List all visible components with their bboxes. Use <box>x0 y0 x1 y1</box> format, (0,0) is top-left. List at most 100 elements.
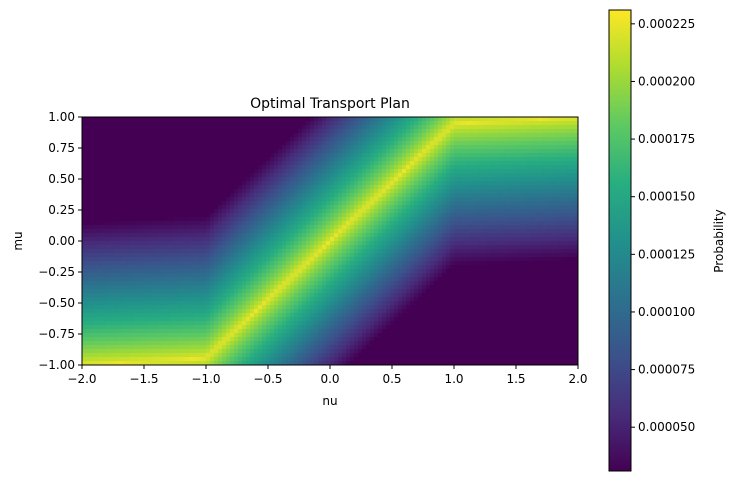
heatmap-cell <box>486 213 491 218</box>
heatmap-cell <box>438 157 443 162</box>
heatmap-cell <box>562 141 567 146</box>
heatmap-cell <box>206 173 211 178</box>
heatmap-cell <box>234 177 239 182</box>
heatmap-cell <box>226 273 231 278</box>
heatmap-cell <box>190 265 195 270</box>
heatmap-cell <box>218 161 223 166</box>
heatmap-cell <box>502 189 507 194</box>
heatmap-cell <box>158 193 163 198</box>
heatmap-cell <box>150 201 155 206</box>
heatmap-cell <box>318 265 323 270</box>
heatmap-cell <box>138 257 143 262</box>
heatmap-cell <box>234 237 239 242</box>
heatmap-cell <box>146 241 151 246</box>
heatmap-cell <box>286 117 291 122</box>
heatmap-cell <box>238 161 243 166</box>
heatmap-cell <box>126 173 131 178</box>
heatmap-cell <box>126 121 131 126</box>
heatmap-cell <box>366 205 371 210</box>
heatmap-cell <box>98 181 103 186</box>
heatmap-cell <box>438 201 443 206</box>
heatmap-cell <box>454 201 459 206</box>
heatmap-cell <box>414 229 419 234</box>
heatmap-cell <box>450 249 455 254</box>
heatmap-cell <box>122 173 127 178</box>
heatmap-cell <box>498 269 503 274</box>
heatmap-cell <box>550 265 555 270</box>
heatmap-cell <box>402 125 407 130</box>
heatmap-cell <box>250 261 255 266</box>
heatmap-cell <box>110 173 115 178</box>
heatmap-cell <box>374 221 379 226</box>
heatmap-cell <box>394 145 399 150</box>
heatmap-cell <box>82 149 87 154</box>
heatmap-cell <box>130 169 135 174</box>
heatmap-cell <box>558 257 563 262</box>
heatmap-cell <box>266 233 271 238</box>
heatmap-cell <box>522 189 527 194</box>
heatmap-cell <box>318 169 323 174</box>
heatmap-cell <box>354 237 359 242</box>
heatmap-cell <box>130 273 135 278</box>
heatmap-cell <box>86 277 91 282</box>
heatmap-cell <box>530 173 535 178</box>
heatmap-cell <box>570 149 575 154</box>
heatmap-cell <box>254 197 259 202</box>
heatmap-cell <box>242 161 247 166</box>
heatmap-cell <box>210 257 215 262</box>
heatmap-cell <box>114 261 119 266</box>
heatmap-cell <box>334 257 339 262</box>
heatmap-cell <box>226 177 231 182</box>
heatmap-cell <box>446 241 451 246</box>
heatmap-cell <box>186 137 191 142</box>
heatmap-cell <box>246 149 251 154</box>
heatmap-cell <box>374 273 379 278</box>
heatmap-cell <box>450 273 455 278</box>
heatmap-cell <box>562 133 567 138</box>
heatmap-cell <box>306 269 311 274</box>
heatmap-cell <box>150 189 155 194</box>
heatmap-cell <box>174 185 179 190</box>
heatmap-cell <box>194 169 199 174</box>
heatmap-cell <box>438 261 443 266</box>
heatmap-cell <box>166 169 171 174</box>
heatmap-cell <box>118 165 123 170</box>
heatmap-cell <box>182 149 187 154</box>
heatmap-cell <box>394 213 399 218</box>
heatmap-cell <box>178 193 183 198</box>
heatmap-cell <box>522 141 527 146</box>
heatmap-cell <box>94 237 99 242</box>
heatmap-cell <box>222 269 227 274</box>
heatmap-cell <box>466 193 471 198</box>
heatmap-cell <box>502 133 507 138</box>
heatmap-cell <box>386 165 391 170</box>
heatmap-cell <box>402 121 407 126</box>
heatmap-cell <box>458 205 463 210</box>
heatmap-cell <box>82 157 87 162</box>
heatmap-cell <box>206 217 211 222</box>
heatmap-cell <box>250 189 255 194</box>
heatmap-cell <box>534 125 539 130</box>
heatmap-cell <box>142 197 147 202</box>
heatmap-cell <box>198 229 203 234</box>
heatmap-cell <box>366 225 371 230</box>
heatmap-cell <box>234 181 239 186</box>
heatmap-cell <box>126 181 131 186</box>
heatmap-cell <box>326 265 331 270</box>
heatmap-cell <box>142 209 147 214</box>
heatmap-cell <box>122 137 127 142</box>
heatmap-cell <box>494 173 499 178</box>
heatmap-cell <box>178 121 183 126</box>
heatmap-cell <box>130 205 135 210</box>
heatmap-cell <box>318 261 323 266</box>
heatmap-cell <box>226 201 231 206</box>
heatmap-cell <box>122 125 127 130</box>
heatmap-cell <box>406 189 411 194</box>
heatmap-cell <box>334 141 339 146</box>
heatmap-cell <box>430 125 435 130</box>
heatmap-cell <box>550 129 555 134</box>
heatmap-cell <box>282 185 287 190</box>
heatmap-cell <box>306 193 311 198</box>
heatmap-cell <box>326 273 331 278</box>
heatmap-cell <box>522 213 527 218</box>
